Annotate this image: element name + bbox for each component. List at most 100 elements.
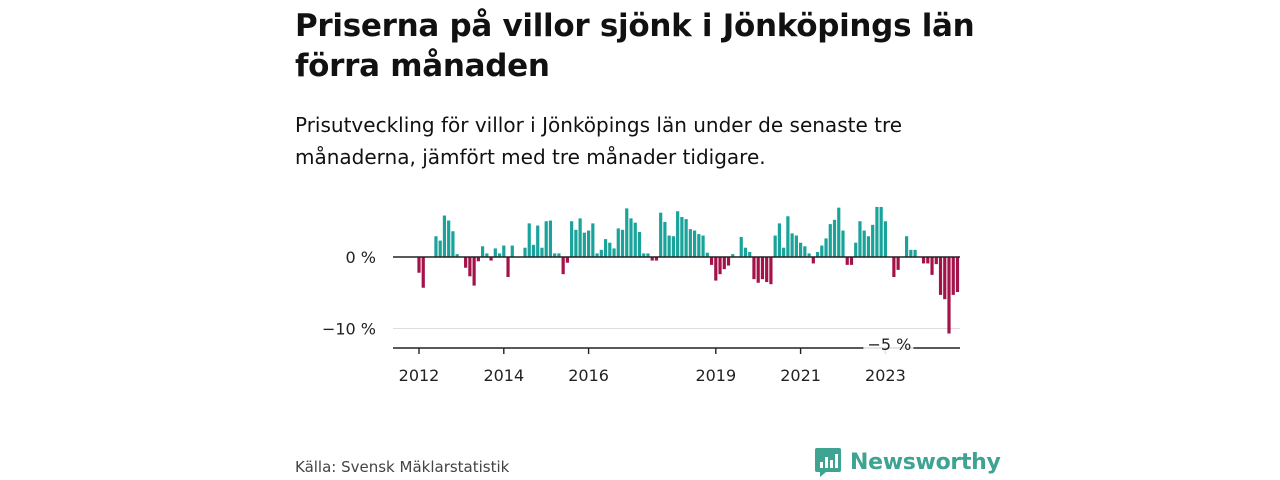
bar xyxy=(718,257,722,275)
bar xyxy=(485,253,489,258)
bar xyxy=(777,223,781,257)
bar xyxy=(676,211,680,257)
bar xyxy=(510,245,514,257)
bar xyxy=(786,216,790,258)
x-tick-label: 2016 xyxy=(568,366,609,385)
bar xyxy=(616,228,620,257)
bar xyxy=(536,225,540,257)
bar xyxy=(824,238,828,257)
bar xyxy=(790,233,794,257)
bar xyxy=(447,220,451,257)
bar xyxy=(858,221,862,257)
bar xyxy=(756,257,760,283)
bar xyxy=(807,253,811,258)
bar xyxy=(489,257,493,261)
bar xyxy=(637,231,642,257)
newsworthy-logo-icon xyxy=(815,448,841,477)
brand-logo: Newsworthy xyxy=(814,447,1001,477)
bar xyxy=(799,242,803,257)
bar xyxy=(493,248,497,257)
bar xyxy=(527,223,531,257)
bar xyxy=(739,236,743,257)
bar xyxy=(879,206,883,257)
x-tick-label: 2021 xyxy=(780,366,821,385)
bar xyxy=(671,236,675,257)
x-tick-label: 2014 xyxy=(483,366,524,385)
bar xyxy=(875,206,879,257)
bar xyxy=(540,247,544,257)
bar xyxy=(612,248,616,257)
bar xyxy=(688,229,692,258)
bar xyxy=(896,257,900,270)
bar xyxy=(714,257,718,281)
bar xyxy=(849,257,854,265)
bar xyxy=(765,257,769,283)
bar xyxy=(663,221,667,258)
bar xyxy=(794,235,798,257)
bar xyxy=(743,247,748,257)
source-note: Källa: Svensk Mäklarstatistik xyxy=(295,458,510,476)
bar xyxy=(591,223,595,257)
bars xyxy=(417,206,960,334)
bar xyxy=(544,221,548,257)
bar xyxy=(625,208,629,257)
bar xyxy=(871,224,875,257)
bar xyxy=(646,253,650,258)
bar xyxy=(642,253,646,258)
bar xyxy=(726,257,731,266)
bar xyxy=(603,239,608,258)
bar xyxy=(820,245,824,257)
bar xyxy=(421,257,425,288)
bar xyxy=(905,236,909,257)
bar xyxy=(938,257,943,295)
bar xyxy=(570,221,574,257)
bar xyxy=(752,257,756,280)
bar xyxy=(434,236,438,257)
bar xyxy=(837,207,841,257)
chart-title: Priserna på villor sjönk i Jönköpings lä… xyxy=(295,8,975,84)
y-tick-label: 0 % xyxy=(346,248,376,267)
bar xyxy=(769,257,773,285)
bar xyxy=(701,235,705,257)
bar xyxy=(828,224,832,257)
bar xyxy=(773,235,777,257)
bar xyxy=(926,257,930,264)
bar xyxy=(892,257,896,278)
bar xyxy=(934,257,938,265)
bar xyxy=(955,257,960,293)
bar xyxy=(748,252,752,257)
bar xyxy=(476,257,480,262)
bar xyxy=(506,257,510,278)
bar xyxy=(578,218,582,257)
bar xyxy=(815,252,820,257)
bar xyxy=(650,257,654,261)
bar xyxy=(608,242,612,257)
bar xyxy=(832,219,837,257)
bar xyxy=(417,257,421,273)
bar xyxy=(548,220,553,257)
bar xyxy=(574,229,578,257)
bar xyxy=(866,236,871,257)
x-tick-label: 2012 xyxy=(399,366,440,385)
bar xyxy=(587,230,591,257)
chart-subtitle: Prisutveckling för villor i Jönköpings l… xyxy=(295,113,903,169)
bar xyxy=(705,252,709,257)
bar xyxy=(709,257,714,265)
bar xyxy=(523,247,527,257)
bar xyxy=(472,257,476,286)
bar xyxy=(909,249,913,257)
bar xyxy=(693,230,697,257)
bar xyxy=(854,242,858,257)
latest-value-annotation: −5 % xyxy=(867,335,911,354)
bar xyxy=(667,235,671,257)
bar xyxy=(438,240,442,258)
brand-name: Newsworthy xyxy=(850,449,1001,475)
bar xyxy=(921,257,926,264)
bar xyxy=(803,246,807,258)
bar-chart: 0 % −10 % 2012 2014 2016 2019 2021 2023 −5 % xyxy=(322,206,960,385)
bar xyxy=(862,230,866,257)
bar xyxy=(620,229,625,257)
bar xyxy=(811,257,815,264)
bar xyxy=(731,254,735,257)
bar xyxy=(502,245,506,257)
